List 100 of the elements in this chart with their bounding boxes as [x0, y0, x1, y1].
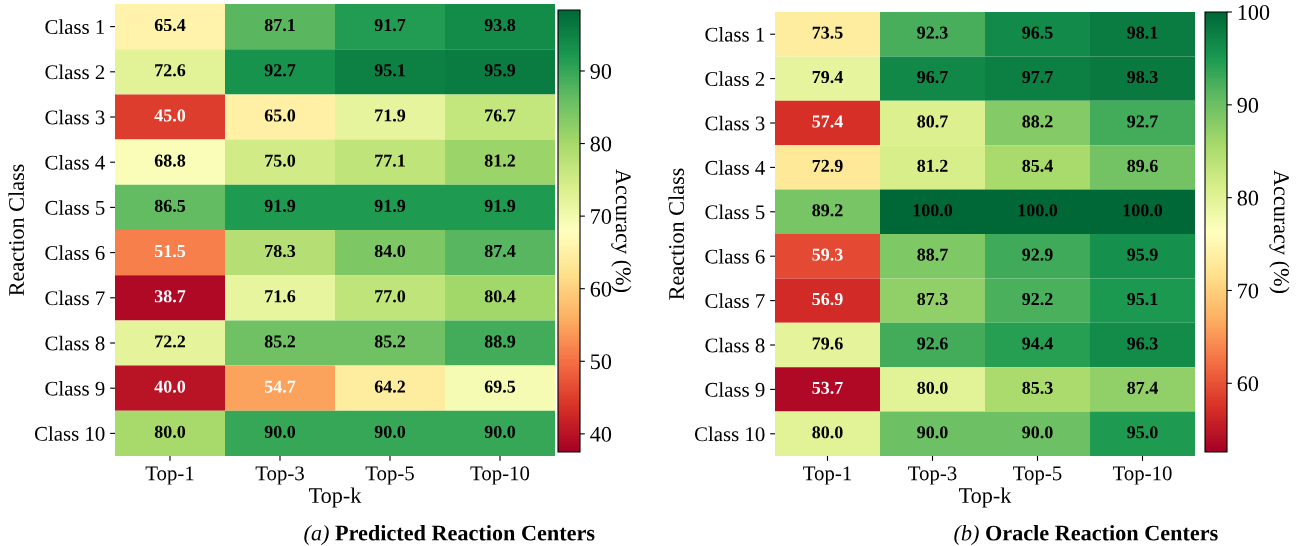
- color-bar-label: 70: [1238, 283, 1259, 299]
- y-axis-title: Reaction Class: [668, 168, 685, 300]
- color-bar-label: 50: [591, 354, 612, 370]
- data-label: 80.7: [917, 115, 948, 128]
- data-label: 89.6: [1127, 159, 1158, 172]
- data-label: 81.2: [484, 154, 516, 167]
- data-label: 77.0: [375, 290, 406, 303]
- data-label: 92.7: [1127, 115, 1158, 128]
- y-tick-label: Class 5: [45, 200, 105, 215]
- data-label: 79.4: [812, 70, 843, 84]
- x-tick-label: Top-1: [145, 466, 194, 485]
- y-tick-label: Class 9: [45, 380, 105, 396]
- y-tick-label: Class 8: [705, 337, 765, 353]
- y-tick-label: Class 3: [705, 115, 765, 131]
- data-label: 92.2: [1022, 292, 1053, 306]
- y-tick-label: Class 2: [45, 64, 105, 80]
- color-bar-label: 90: [1237, 97, 1259, 113]
- data-label: 89.2: [812, 204, 843, 217]
- y-tick-label: Class 7: [705, 293, 765, 309]
- x-tick-label: Top-3: [908, 466, 957, 485]
- data-label: 95.1: [1127, 292, 1158, 306]
- data-label: 87.3: [917, 292, 948, 306]
- data-label: 78.3: [265, 244, 296, 258]
- data-label: 87.4: [484, 244, 516, 258]
- y-tick-label: Class 1: [705, 26, 765, 42]
- data-label: 92.6: [917, 337, 948, 350]
- data-label: 95.9: [484, 64, 516, 77]
- data-label: 97.7: [1022, 70, 1053, 84]
- x-axis-title: Top-k: [309, 487, 362, 508]
- color-bar-label: 80: [590, 136, 612, 152]
- x-tick-label: Top-1: [803, 466, 851, 485]
- y-tick-label: Class 2: [705, 71, 765, 87]
- data-label: 59.3: [812, 248, 843, 261]
- y-tick-label: Class 10: [694, 426, 765, 442]
- data-label: 100.0: [1123, 204, 1163, 217]
- data-label: 81.2: [917, 159, 948, 172]
- y-tick-label: Class 7: [45, 290, 105, 306]
- data-label: 92.7: [264, 64, 296, 77]
- color-bar-label: 100: [1238, 4, 1270, 20]
- x-axis-title: Top-k: [959, 487, 1012, 508]
- x-tick-label: Top-10: [470, 466, 530, 485]
- data-label: 96.7: [917, 70, 948, 84]
- color-bar-title: Accuracy (%): [611, 169, 632, 293]
- data-label: 98.3: [1127, 70, 1158, 84]
- data-label: 95.1: [374, 64, 405, 77]
- data-label: 87.1: [264, 18, 295, 32]
- data-label: 96.3: [1127, 337, 1158, 350]
- data-label: 40.0: [154, 380, 186, 393]
- data-label: 88.7: [917, 248, 948, 261]
- data-label: 87.4: [1127, 381, 1158, 394]
- data-label: 88.9: [484, 335, 516, 348]
- x-tick-label: Top-5: [365, 466, 414, 485]
- y-tick-label: Class 4: [45, 154, 105, 170]
- data-label: 91.9: [264, 199, 296, 212]
- x-tick-label: Top-3: [255, 466, 304, 485]
- data-label: 96.5: [1022, 26, 1053, 39]
- data-label: 85.2: [264, 335, 296, 348]
- color-bar-label: 80: [1237, 190, 1259, 206]
- data-label: 51.5: [154, 245, 186, 258]
- y-axis-title: Reaction Class: [8, 164, 25, 296]
- data-label: 95.0: [1127, 426, 1158, 439]
- data-label: 38.7: [154, 290, 186, 303]
- color-bar-label: 60: [590, 281, 612, 297]
- y-tick-label: Class 3: [45, 109, 105, 125]
- data-label: 80.0: [154, 425, 186, 438]
- data-label: 88.2: [1022, 115, 1053, 128]
- y-tick-label: Class 1: [45, 19, 105, 35]
- data-label: 90.0: [484, 425, 516, 438]
- data-label: 100.0: [913, 204, 953, 217]
- data-label: 91.9: [374, 199, 406, 212]
- data-label: 92.3: [917, 26, 948, 39]
- data-label: 71.6: [265, 290, 296, 303]
- data-label: 85.2: [374, 335, 406, 348]
- data-label: 95.9: [1127, 248, 1158, 261]
- data-label: 91.9: [484, 199, 516, 212]
- data-label: 64.2: [374, 380, 406, 393]
- text: (a) Predicted Reaction Centers: [304, 524, 595, 546]
- data-label: 72.9: [812, 159, 843, 172]
- y-tick-label: Class 8: [45, 335, 105, 351]
- data-label: 71.9: [375, 109, 406, 122]
- data-label: 69.5: [484, 380, 516, 393]
- data-label: 54.7: [264, 380, 296, 393]
- data-label: 56.9: [812, 292, 843, 306]
- x-tick-label: Top-10: [1112, 466, 1172, 485]
- data-label: 53.7: [812, 381, 843, 394]
- data-label: 76.7: [485, 109, 516, 122]
- color-bar-label: 60: [1237, 376, 1259, 392]
- data-label: 77.1: [375, 154, 405, 167]
- data-label: 85.4: [1022, 159, 1053, 172]
- color-bar-label: 40: [590, 426, 612, 442]
- data-label: 93.8: [484, 18, 516, 32]
- data-label: 68.8: [154, 154, 186, 167]
- data-label: 90.0: [374, 425, 406, 438]
- data-label: 57.4: [812, 115, 843, 128]
- y-tick-label: Class 9: [705, 382, 765, 397]
- x-tick-label: Top-5: [1013, 466, 1062, 485]
- data-label: 94.4: [1022, 337, 1053, 350]
- data-label: 80.0: [812, 426, 843, 439]
- y-tick-label: Class 5: [705, 204, 765, 220]
- y-tick-label: Class 6: [705, 248, 765, 264]
